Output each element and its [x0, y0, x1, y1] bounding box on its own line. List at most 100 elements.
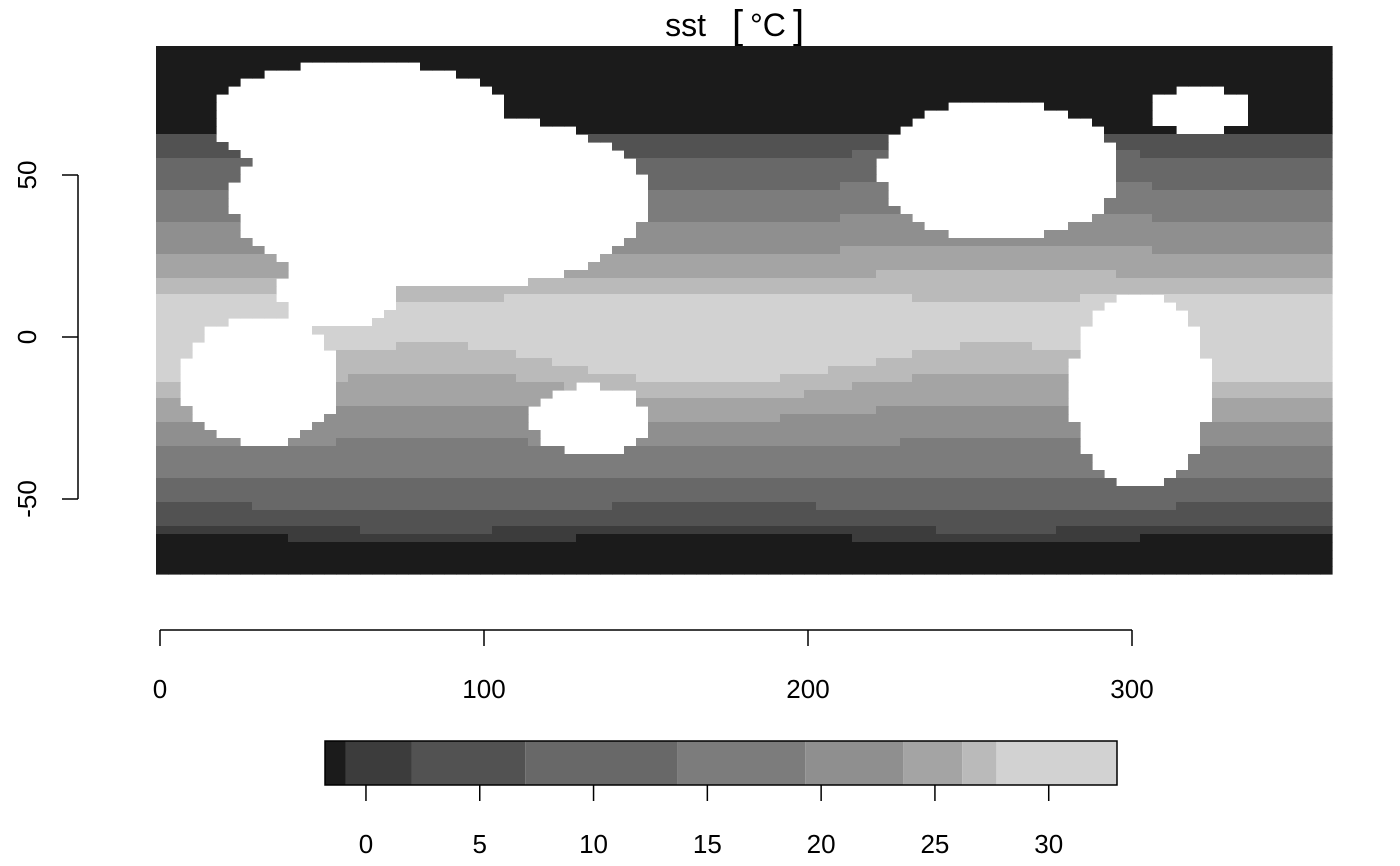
raster-cell [948, 246, 961, 255]
raster-cell [204, 558, 217, 567]
raster-cell [804, 318, 817, 327]
raster-cell [720, 102, 733, 111]
raster-cell [192, 518, 205, 527]
raster-cell [444, 478, 457, 487]
raster-cell [348, 438, 361, 447]
raster-cell [960, 270, 973, 279]
raster-cell [852, 158, 865, 167]
raster-cell [684, 214, 697, 223]
raster-cell [612, 302, 625, 311]
raster-cell [936, 470, 949, 479]
raster-cell [1284, 302, 1297, 311]
raster-cell [1032, 262, 1045, 271]
raster-cell [804, 134, 817, 143]
raster-cell [600, 486, 613, 495]
raster-cell [720, 350, 733, 359]
raster-cell [696, 158, 709, 167]
raster-cell [396, 550, 409, 559]
raster-cell [396, 318, 409, 327]
raster-cell [696, 302, 709, 311]
raster-cell [588, 550, 601, 559]
raster-cell [636, 78, 649, 87]
raster-cell [276, 534, 289, 543]
raster-cell [204, 302, 217, 311]
raster-cell [696, 134, 709, 143]
raster-cell [1236, 542, 1249, 551]
raster-cell [864, 310, 877, 319]
raster-cell [924, 566, 937, 575]
raster-cell [1068, 478, 1081, 487]
raster-cell [1212, 254, 1225, 263]
raster-cell [504, 62, 517, 71]
raster-cell [1044, 350, 1057, 359]
raster-cell [516, 478, 529, 487]
raster-cell [516, 62, 529, 71]
raster-cell [504, 294, 517, 303]
raster-cell [624, 70, 637, 79]
raster-cell [972, 254, 985, 263]
raster-cell [1320, 102, 1333, 111]
raster-cell [1284, 78, 1297, 87]
raster-cell [528, 342, 541, 351]
raster-cell [168, 158, 181, 167]
raster-cell [312, 502, 325, 511]
raster-cell [684, 286, 697, 295]
raster-cell [636, 454, 649, 463]
raster-cell [204, 518, 217, 527]
raster-cell [1056, 102, 1069, 111]
raster-cell [624, 478, 637, 487]
raster-cell [1272, 550, 1285, 559]
raster-cell [192, 478, 205, 487]
raster-cell [408, 382, 421, 391]
raster-cell [504, 558, 517, 567]
raster-cell [396, 390, 409, 399]
raster-cell [744, 430, 757, 439]
raster-cell [168, 566, 181, 575]
raster-cell [876, 254, 889, 263]
raster-cell [1236, 286, 1249, 295]
raster-cell [1320, 566, 1333, 575]
raster-cell [864, 190, 877, 199]
raster-cell [996, 422, 1009, 431]
raster-cell [1116, 102, 1129, 111]
raster-cell [864, 182, 877, 191]
raster-cell [1008, 366, 1021, 375]
raster-cell [216, 518, 229, 527]
raster-cell [900, 406, 913, 415]
raster-cell [180, 190, 193, 199]
raster-cell [528, 318, 541, 327]
raster-cell [1068, 502, 1081, 511]
raster-cell [816, 550, 829, 559]
raster-cell [936, 374, 949, 383]
raster-cell [1200, 566, 1213, 575]
raster-cell [180, 414, 193, 423]
raster-cell [684, 398, 697, 407]
raster-cell [1308, 398, 1321, 407]
raster-cell [1248, 126, 1261, 135]
raster-cell [1260, 230, 1273, 239]
raster-cell [264, 462, 277, 471]
raster-cell [180, 262, 193, 271]
raster-cell [912, 222, 925, 231]
raster-cell [348, 494, 361, 503]
raster-cell [1284, 270, 1297, 279]
raster-cell [1260, 542, 1273, 551]
raster-cell [468, 422, 481, 431]
raster-cell [804, 190, 817, 199]
raster-cell [648, 70, 661, 79]
raster-cell [252, 558, 265, 567]
raster-cell [204, 214, 217, 223]
raster-cell [900, 342, 913, 351]
raster-cell [480, 350, 493, 359]
raster-cell [984, 398, 997, 407]
raster-cell [948, 454, 961, 463]
raster-cell [1008, 534, 1021, 543]
raster-cell [852, 190, 865, 199]
raster-cell [612, 542, 625, 551]
raster-cell [972, 422, 985, 431]
raster-cell [1140, 78, 1153, 87]
raster-cell [360, 526, 373, 535]
raster-cell [1236, 206, 1249, 215]
raster-cell [852, 54, 865, 63]
raster-cell [648, 214, 661, 223]
